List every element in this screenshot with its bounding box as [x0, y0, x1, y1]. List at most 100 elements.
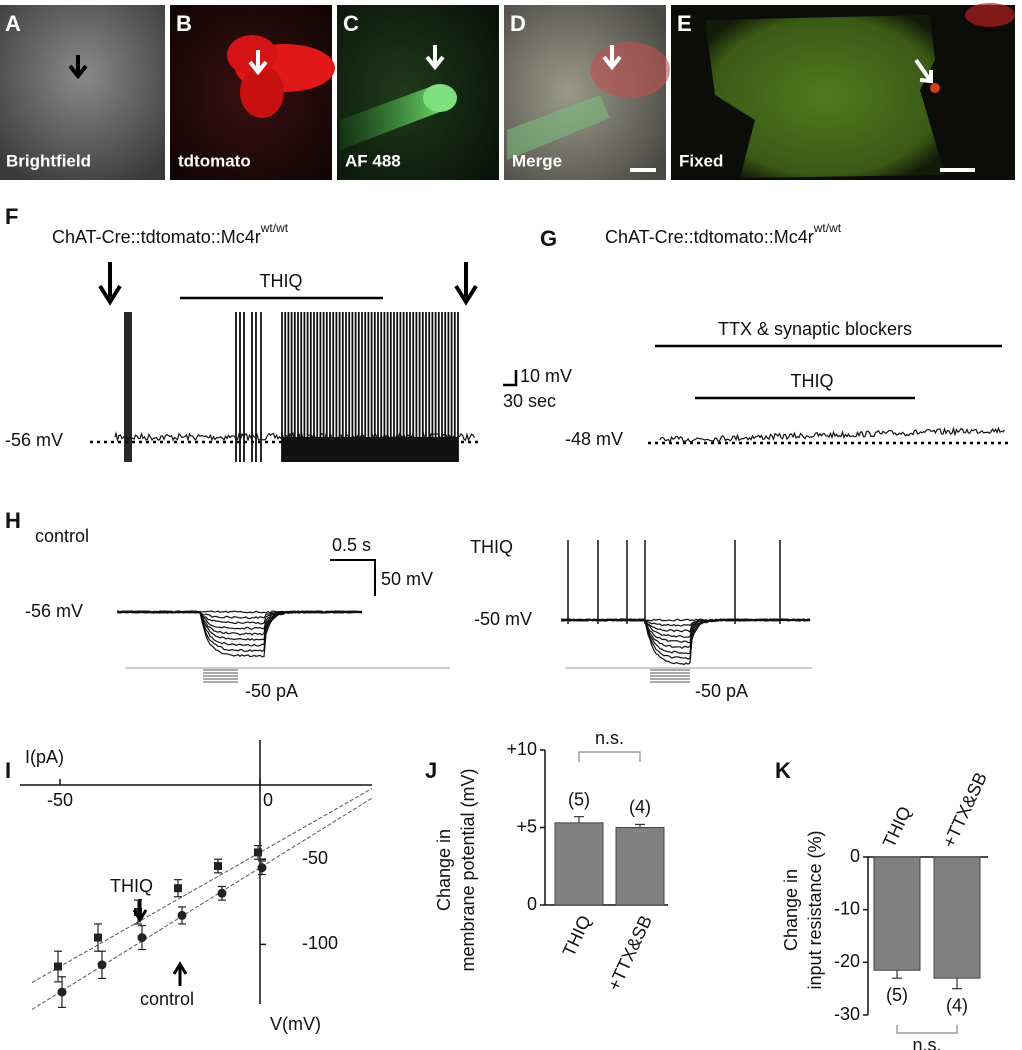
trace — [117, 610, 363, 631]
panel-label: K — [775, 758, 791, 783]
trace — [561, 618, 811, 638]
cell-blob — [227, 35, 277, 75]
scale-bar — [330, 559, 376, 596]
x-tick-label: THIQ — [559, 912, 595, 959]
arrow — [425, 45, 445, 71]
arrow — [602, 45, 622, 71]
significance-bracket — [578, 751, 641, 762]
condition-label: control — [35, 526, 89, 546]
panel-label: E — [677, 11, 692, 36]
arrow — [132, 899, 148, 923]
point — [257, 863, 267, 873]
image-panels: A Brightfield B tdtomato C AF 488 D Merg… — [0, 3, 1015, 180]
series-annotation: control — [140, 989, 194, 1009]
n-label: (4) — [946, 995, 968, 1015]
scale-y-label: 10 mV — [520, 366, 572, 386]
panel-label: D — [510, 11, 526, 36]
scale-x-label: 30 sec — [503, 391, 556, 411]
tissue — [705, 15, 945, 178]
trace — [561, 618, 811, 644]
image-brightfield — [0, 5, 165, 180]
n-label: (5) — [568, 789, 590, 809]
panel-title: ChAT-Cre::tdtomato::Mc4rwt/wt — [52, 221, 289, 247]
trace — [561, 618, 811, 655]
point — [217, 888, 227, 898]
series-annotation: THIQ — [110, 876, 153, 896]
baseline-label: -48 mV — [565, 429, 623, 449]
image-caption: Fixed — [679, 151, 723, 170]
panel-h: H control 0.5 s 50 mV -56 mV -50 pA THIQ… — [5, 508, 748, 701]
title-main: ChAT-Cre::tdtomato::Mc4r — [52, 227, 261, 247]
fit-line — [31, 797, 373, 1010]
x-axis-title: I(pA) — [25, 747, 64, 767]
panel-label: I — [5, 758, 11, 783]
y-tick-label: -10 — [834, 898, 860, 918]
y-tick-label: 0 — [527, 894, 537, 914]
trace — [659, 426, 1005, 445]
point — [94, 933, 102, 942]
arrow — [914, 58, 933, 84]
point — [97, 960, 107, 970]
x-tick-label: +TTX&SB — [939, 769, 991, 850]
point — [254, 848, 262, 857]
scale-y-label: 50 mV — [381, 569, 433, 589]
bar — [554, 822, 604, 906]
cell-blob — [590, 42, 670, 98]
point — [214, 862, 222, 871]
trace — [117, 610, 363, 658]
drug-label: TTX & synaptic blockers — [718, 319, 912, 339]
panel-label: A — [5, 11, 21, 36]
scale-x-label: 0.5 s — [332, 535, 371, 555]
arrow — [454, 262, 478, 306]
stimulus-label: -50 pA — [245, 681, 298, 701]
x-tick-label: -50 — [47, 790, 73, 810]
baseline-label: -56 mV — [5, 430, 63, 450]
x-tick-label: 0 — [263, 790, 273, 810]
point — [174, 884, 182, 893]
n-label: (4) — [629, 797, 651, 817]
n-label: (5) — [886, 985, 908, 1005]
significance-label: n.s. — [595, 728, 624, 748]
trace — [282, 437, 458, 462]
arrow — [172, 961, 188, 986]
stimulus-label: -50 pA — [695, 681, 748, 701]
condition-label: THIQ — [470, 537, 513, 557]
trace — [117, 610, 363, 642]
pipette — [340, 85, 445, 150]
trace — [561, 618, 811, 649]
cell-blob — [930, 83, 940, 93]
panel-label: B — [176, 11, 192, 36]
panel-label: H — [5, 508, 21, 533]
y-tick-label: +5 — [516, 816, 537, 836]
arrow — [248, 50, 268, 76]
x-tick-label: THIQ — [879, 803, 915, 850]
y-tick-label: -20 — [834, 951, 860, 971]
y-tick-label: -50 — [302, 848, 328, 868]
x-tick-label: +TTX&SB — [604, 912, 656, 993]
significance-label: n.s. — [912, 1035, 941, 1050]
y-axis-title: input resistance (%) — [805, 830, 825, 989]
image-caption: Brightfield — [6, 151, 91, 170]
title-superscript: wt/wt — [260, 221, 289, 235]
image-caption: AF 488 — [345, 151, 401, 170]
y-axis-title: V(mV) — [270, 1014, 321, 1034]
arrow — [98, 262, 122, 306]
panel-label: J — [425, 758, 437, 783]
trace — [561, 618, 811, 666]
y-axis-title: membrane potential (mV) — [458, 768, 478, 971]
y-tick-label: -30 — [834, 1004, 860, 1024]
image-caption: tdtomato — [178, 151, 251, 170]
bar — [615, 827, 665, 906]
y-axis-title: Change in — [781, 869, 801, 951]
pipette — [507, 95, 610, 160]
baseline-label: -50 mV — [474, 609, 532, 629]
panel-label: C — [343, 11, 359, 36]
title-superscript: wt/wt — [813, 221, 842, 235]
cell-blob — [423, 84, 457, 112]
baseline-label: -56 mV — [25, 601, 83, 621]
point — [57, 987, 67, 997]
panel-label: F — [5, 204, 18, 229]
panel-title: ChAT-Cre::tdtomato::Mc4rwt/wt — [605, 221, 842, 247]
panel-g: G ChAT-Cre::tdtomato::Mc4rwt/wt TTX & sy… — [540, 221, 1010, 449]
